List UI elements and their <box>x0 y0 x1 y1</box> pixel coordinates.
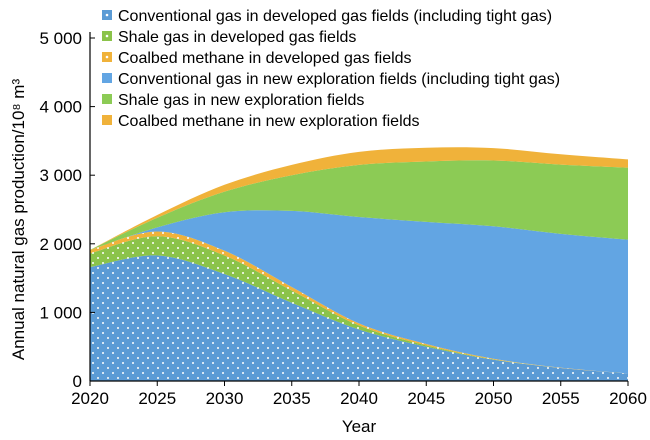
legend-swatch <box>102 73 112 83</box>
area-series-6 <box>90 147 628 250</box>
x-tick-label: 2050 <box>475 389 513 408</box>
legend-label: Coalbed methane in developed gas fields <box>118 50 412 67</box>
legend-label: Shale gas in new exploration fields <box>118 92 364 109</box>
y-tick-label: 3 000 <box>39 166 82 185</box>
legend: Conventional gas in developed gas fields… <box>96 3 642 139</box>
area-series-5 <box>90 160 628 250</box>
legend-swatch <box>102 115 112 125</box>
legend-swatch <box>102 94 112 104</box>
area-layer <box>90 147 628 381</box>
y-tick-label: 1 000 <box>39 303 82 322</box>
axes-layer: 0 1 000 2 000 3 000 4 000 5 000 2020 2025 2030 20… <box>39 29 646 408</box>
y-tick-label: 0 <box>73 372 82 391</box>
x-tick-label: 2025 <box>138 389 176 408</box>
area-series-4 <box>90 210 628 374</box>
x-axis-title: Year <box>342 417 377 436</box>
legend-label: Coalbed methane in new exploration field… <box>118 113 420 130</box>
y-tick-label: 4 000 <box>39 98 82 117</box>
y-tick-label: 2 000 <box>39 235 82 254</box>
legend-label: Conventional gas in developed gas fields… <box>118 8 552 25</box>
legend-swatch-dot <box>105 55 109 59</box>
x-tick-label: 2020 <box>71 389 109 408</box>
y-axis-title: Annual natural gas production/10⁸ m³ <box>9 79 28 361</box>
area-series-1-dots <box>90 255 628 381</box>
legend-label: Conventional gas in new exploration fiel… <box>118 71 560 88</box>
legend-swatch-dot <box>105 13 109 17</box>
legend-label: Shale gas in developed gas fields <box>118 29 356 46</box>
x-tick-label: 2040 <box>340 389 378 408</box>
area-series-2-dots <box>90 236 628 374</box>
legend-background <box>96 3 642 139</box>
x-tick-label: 2045 <box>407 389 445 408</box>
x-tick-label: 2030 <box>206 389 244 408</box>
legend-swatch-dot <box>105 34 109 38</box>
x-tick-label: 2060 <box>609 389 647 408</box>
y-tick-label: 5 000 <box>39 29 82 48</box>
x-tick-label: 2035 <box>273 389 311 408</box>
x-tick-label: 2055 <box>542 389 580 408</box>
